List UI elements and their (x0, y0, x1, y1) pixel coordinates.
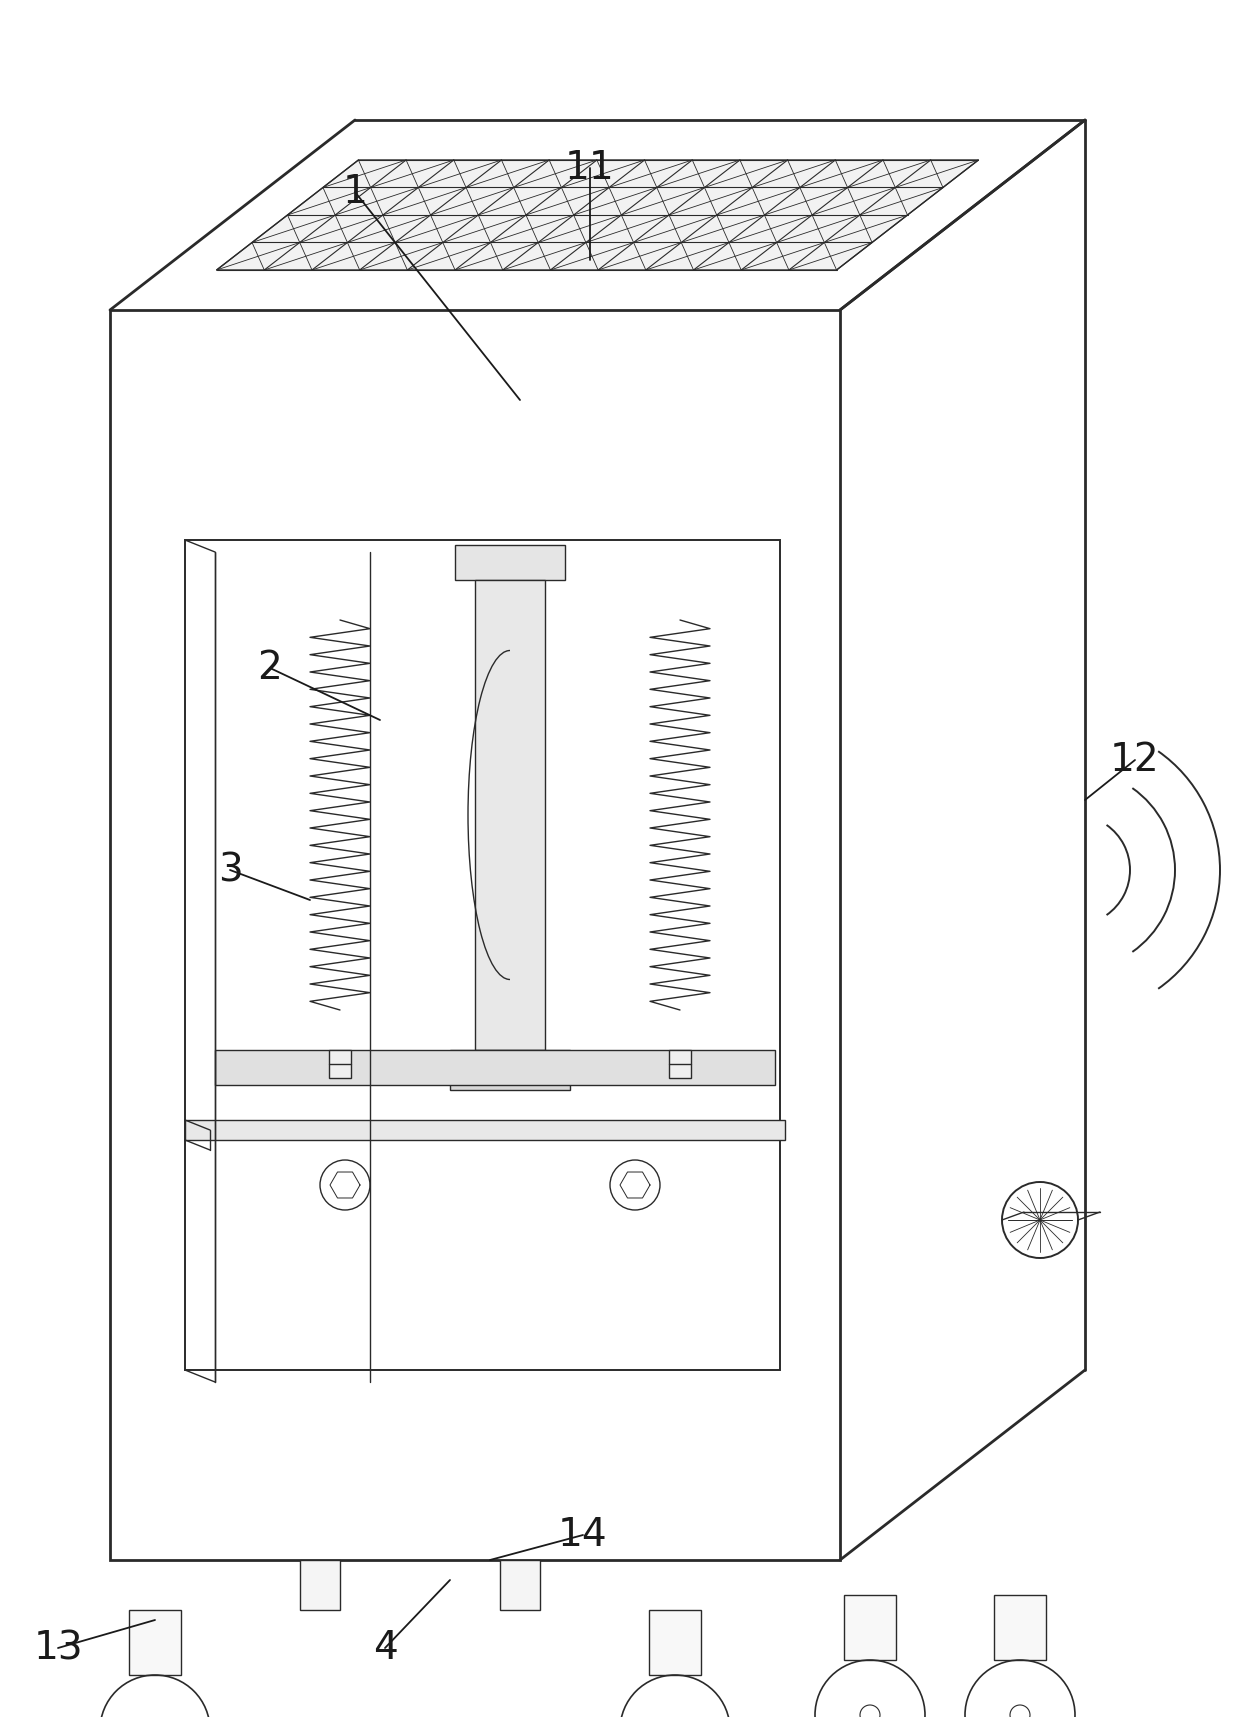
Bar (300, 1561, 340, 1611)
Bar (185, 541, 780, 1370)
Bar (329, 1051, 351, 1078)
Text: 3: 3 (218, 852, 242, 889)
Bar (215, 1051, 775, 1085)
Bar (455, 544, 565, 580)
Bar (670, 1051, 691, 1078)
Bar (129, 1611, 181, 1676)
Bar (110, 311, 839, 1561)
Bar (649, 1611, 701, 1676)
Polygon shape (217, 160, 978, 270)
Bar (994, 1595, 1047, 1660)
Text: 2: 2 (258, 649, 283, 687)
Text: 11: 11 (565, 149, 615, 187)
Text: 14: 14 (558, 1516, 608, 1554)
Bar (844, 1595, 897, 1660)
Bar (500, 1561, 539, 1611)
Text: 4: 4 (373, 1629, 397, 1667)
Bar (450, 1051, 570, 1090)
Text: 12: 12 (1110, 742, 1159, 780)
Bar (185, 1119, 785, 1140)
Bar (475, 580, 546, 1051)
Text: 13: 13 (33, 1629, 83, 1667)
Text: 1: 1 (342, 173, 367, 211)
